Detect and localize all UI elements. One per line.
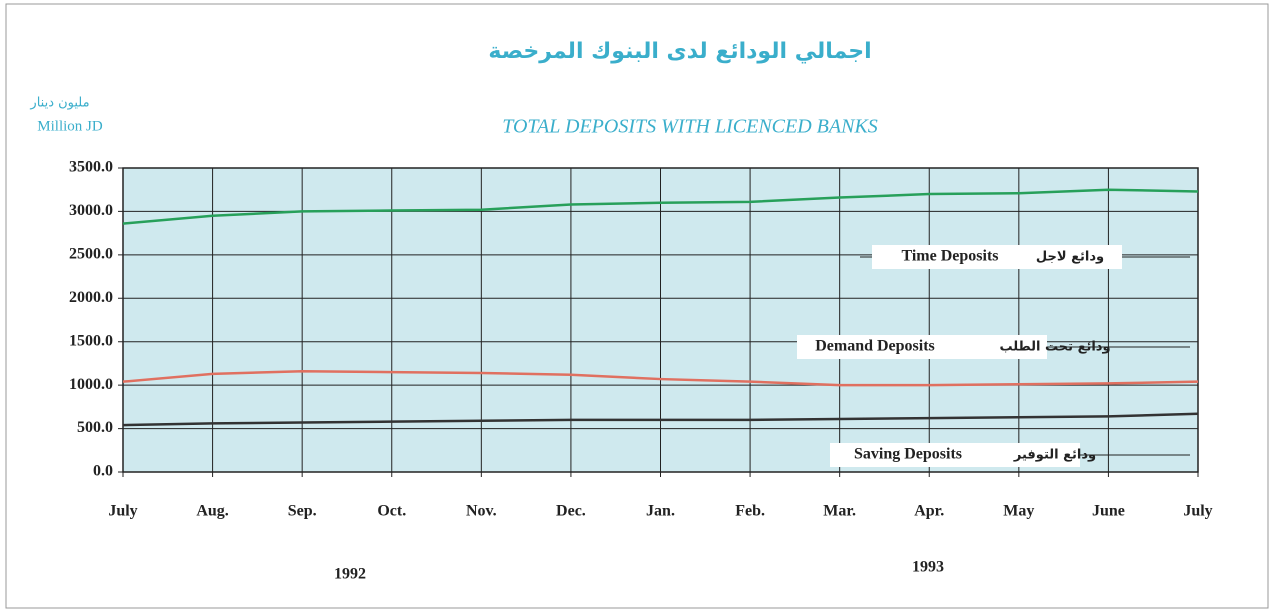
y-tick-label: 3500.0 — [69, 159, 113, 176]
label-bg — [830, 443, 1080, 467]
x-tick-label: Dec. — [556, 503, 586, 520]
legend-label-ar: ودائع تحت الطلب — [999, 340, 1110, 355]
y-label-ar: مليون دينار — [29, 96, 89, 111]
series-line — [122, 412, 1199, 427]
legend-label: Demand Deposits — [815, 338, 935, 355]
year-label: 1993 — [912, 559, 944, 576]
x-tick-label: Aug. — [196, 503, 228, 520]
y-tick-label: 2500.0 — [69, 246, 113, 263]
x-tick-label: Mar. — [823, 503, 856, 520]
legend-label-ar: ودائع لاجل — [1036, 250, 1104, 265]
y-tick-label: 0.0 — [93, 463, 113, 480]
x-tick-label: Nov. — [466, 503, 497, 520]
legend-label: Time Deposits — [901, 248, 998, 265]
chart-title-ar: اجمالي الودائع لدى البنوك المرخصة — [488, 39, 871, 64]
y-tick-label: 1000.0 — [69, 376, 113, 393]
x-tick-label: Jan. — [646, 503, 675, 520]
series-line — [122, 369, 1199, 387]
legend-label: Saving Deposits — [854, 446, 962, 463]
frame — [5, 3, 1269, 609]
x-tick-label: Sep. — [288, 503, 317, 520]
plot-border — [122, 167, 1199, 473]
x-tick-label: Oct. — [377, 503, 406, 520]
x-tick-label: July — [108, 503, 137, 520]
y-tick-label: 3000.0 — [69, 202, 113, 219]
year-label: 1992 — [334, 566, 366, 583]
series-line — [122, 188, 1199, 225]
label-bg — [797, 335, 1047, 359]
label-bg — [872, 245, 1122, 269]
x-tick-label: Apr. — [914, 503, 944, 520]
x-tick-label: July — [1183, 503, 1212, 520]
y-tick-label: 500.0 — [77, 419, 113, 436]
chart-title: TOTAL DEPOSITS WITH LICENCED BANKS — [502, 116, 878, 138]
y-tick-label: 2000.0 — [69, 289, 113, 306]
y-tick-label: 1500.0 — [69, 332, 113, 349]
legend-label-ar: ودائع التوفير — [1013, 448, 1096, 463]
x-tick-label: June — [1092, 503, 1125, 520]
x-tick-label: May — [1003, 503, 1034, 520]
y-label: Million JD — [37, 118, 103, 134]
x-tick-label: Feb. — [735, 503, 765, 520]
